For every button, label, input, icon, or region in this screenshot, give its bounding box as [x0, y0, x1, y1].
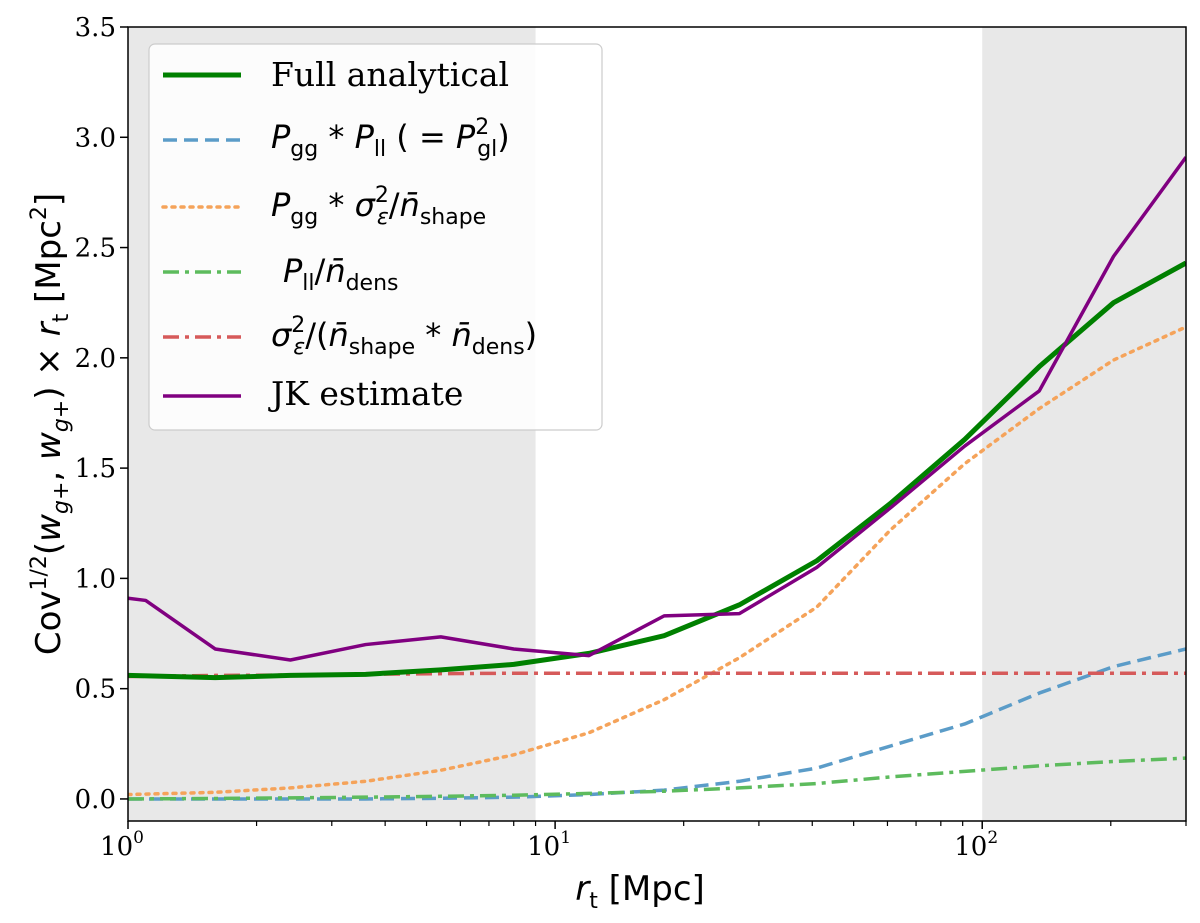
series-line-jk — [128, 156, 1186, 662]
y-tick-label: 2.5 — [75, 234, 116, 264]
series-layer — [128, 156, 1186, 801]
x-tick-label: 100 — [100, 828, 144, 862]
y-tick-label: 3.0 — [75, 123, 116, 153]
x-axis-label: rt [Mpc] — [575, 869, 705, 914]
y-tick-label: 3.5 — [75, 13, 116, 43]
series-line-sigma-ns-nd — [128, 671, 1186, 679]
x-tick-label: 101 — [527, 828, 571, 862]
axis-ticks: 0.0 0.5 1.0 1.5 2.0 2.5 3.0 3.5 100 101 102 — [75, 13, 1187, 862]
legend-label-full: Full analytical — [271, 55, 509, 94]
y-tick-label: 0.0 — [75, 785, 116, 815]
x-tick-label: 102 — [954, 828, 998, 862]
y-tick-label: 0.5 — [75, 675, 116, 705]
y-axis-label: Cov1/2(wg+, wg+) × rt [Mpc2] — [27, 193, 74, 655]
legend-label-pgg-sigma: Pgg * σ2 ε/n̄shape — [271, 183, 486, 230]
series-line-pll-ndens — [128, 756, 1186, 801]
legend-box — [148, 43, 603, 431]
y-tick-label: 2.0 — [75, 344, 116, 374]
legend-label-pgg-pll: Pgg * Pll ( = P2 gl) — [271, 115, 510, 162]
legend-label-sigma-ns-nd: σ2 ε/(n̄shape * n̄dens) — [271, 313, 537, 360]
svg-text:Cov1/2(wg+, wg+) × rt [Mpc2]: Cov1/2(wg+, wg+) × rt [Mpc2] — [27, 193, 74, 655]
shaded-region-2 — [982, 27, 1186, 821]
legend-label-pll-ndens: Pll/n̄dens — [283, 252, 399, 296]
series-line-pgg-sigma — [128, 325, 1186, 797]
y-tick-label: 1.5 — [75, 454, 116, 484]
series-line-full — [128, 260, 1186, 681]
y-tick-label: 1.0 — [75, 564, 116, 594]
legend: Full analytical Pgg * Pll ( = P2 gl) Pgg … — [148, 43, 603, 431]
legend-label-jk: JK estimate — [268, 374, 463, 413]
plot-frame — [127, 26, 1187, 822]
